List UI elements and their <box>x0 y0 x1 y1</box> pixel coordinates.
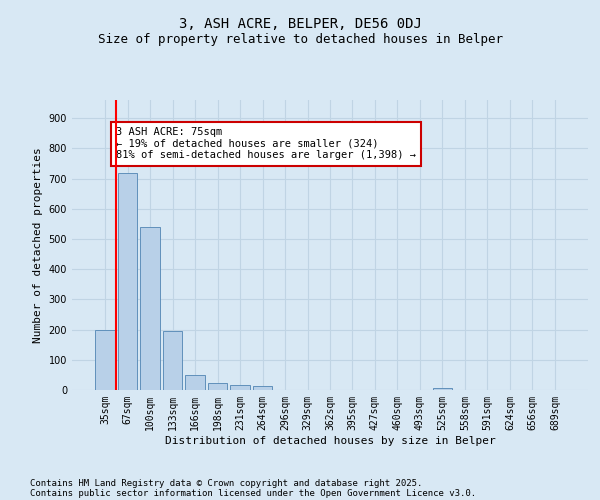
Bar <box>230 386 250 390</box>
Text: Size of property relative to detached houses in Belper: Size of property relative to detached ho… <box>97 32 503 46</box>
Bar <box>95 330 115 390</box>
Bar <box>163 331 182 390</box>
Bar <box>208 384 227 390</box>
Bar <box>118 172 137 390</box>
Text: Contains public sector information licensed under the Open Government Licence v3: Contains public sector information licen… <box>30 488 476 498</box>
Y-axis label: Number of detached properties: Number of detached properties <box>33 147 43 343</box>
Bar <box>185 375 205 390</box>
X-axis label: Distribution of detached houses by size in Belper: Distribution of detached houses by size … <box>164 436 496 446</box>
Bar <box>253 386 272 390</box>
Bar <box>433 388 452 390</box>
Bar <box>140 227 160 390</box>
Text: Contains HM Land Registry data © Crown copyright and database right 2025.: Contains HM Land Registry data © Crown c… <box>30 478 422 488</box>
Text: 3, ASH ACRE, BELPER, DE56 0DJ: 3, ASH ACRE, BELPER, DE56 0DJ <box>179 18 421 32</box>
Text: 3 ASH ACRE: 75sqm
← 19% of detached houses are smaller (324)
81% of semi-detache: 3 ASH ACRE: 75sqm ← 19% of detached hous… <box>116 127 416 160</box>
